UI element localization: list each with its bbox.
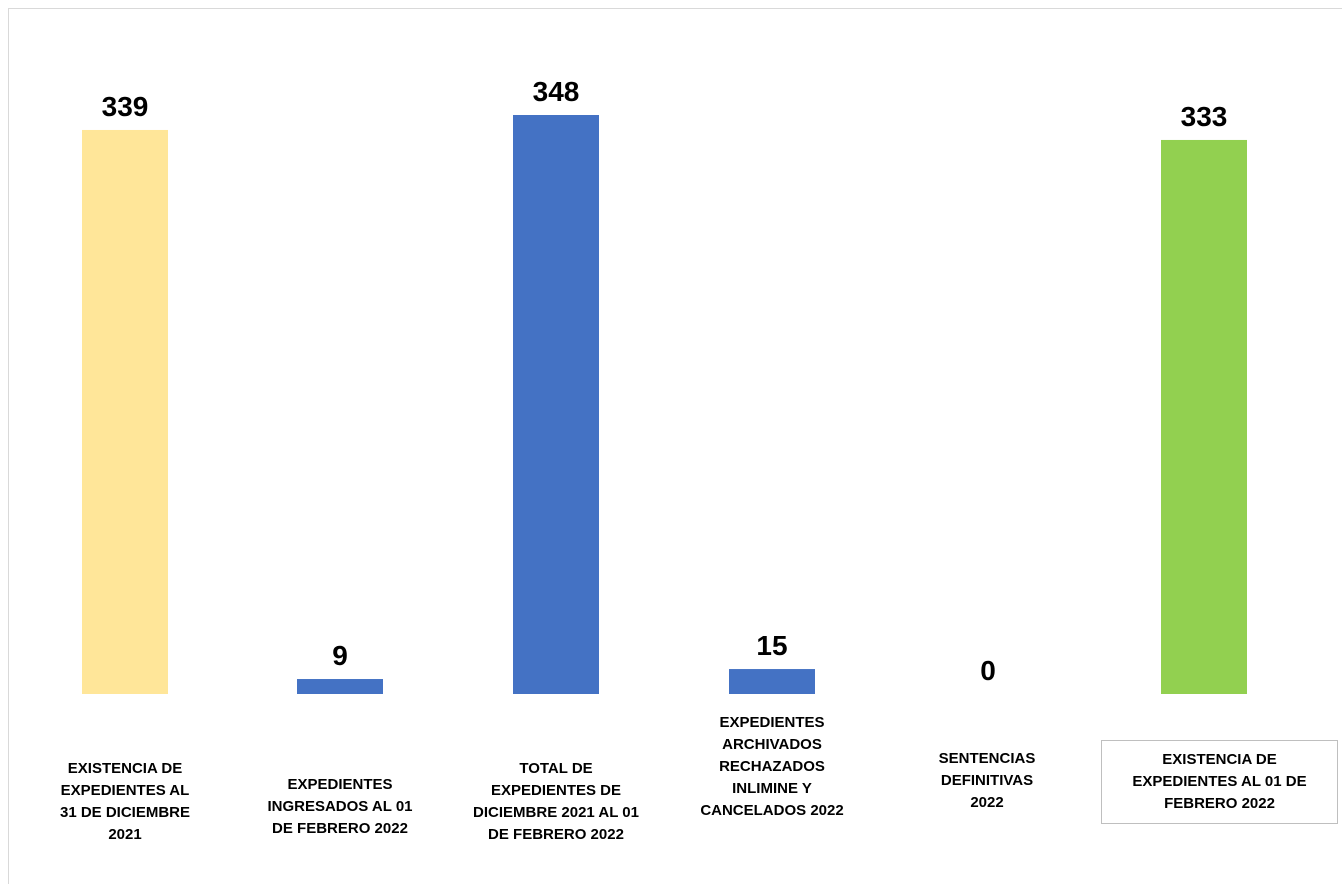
data-label-existencia-febrero: 333 [1181, 101, 1228, 132]
data-label-existencia-diciembre: 339 [102, 91, 149, 122]
bar-existencia-febrero [1161, 139, 1247, 694]
category-label-sentencias: SENTENCIAS DEFINITIVAS 2022 [938, 750, 1036, 811]
category-label-archivados: EXPEDIENTES ARCHIVADOS RECHAZADOS INLIMI… [700, 714, 844, 819]
bar-total [513, 115, 599, 694]
data-label-ingresados: 9 [332, 640, 348, 671]
chart-border-top [8, 8, 1342, 9]
category-label-ingresados: EXPEDIENTES INGRESADOS AL 01 DE FEBRERO … [267, 776, 413, 837]
bar-archivados [729, 669, 815, 694]
data-label-sentencias: 0 [980, 655, 996, 686]
category-label-total: TOTAL DE EXPEDIENTES DE DICIEMBRE 2021 A… [473, 760, 639, 843]
bar-ingresados [297, 679, 383, 694]
category-label-existencia-febrero: EXISTENCIA DE EXPEDIENTES AL 01 DE FEBRE… [1101, 740, 1338, 824]
chart-border-left [8, 8, 9, 884]
data-label-total: 348 [533, 76, 580, 107]
category-label-existencia-diciembre: EXISTENCIA DE EXPEDIENTES AL 31 DE DICIE… [59, 760, 191, 843]
data-label-archivados: 15 [756, 630, 787, 661]
bar-existencia-diciembre [82, 129, 168, 695]
